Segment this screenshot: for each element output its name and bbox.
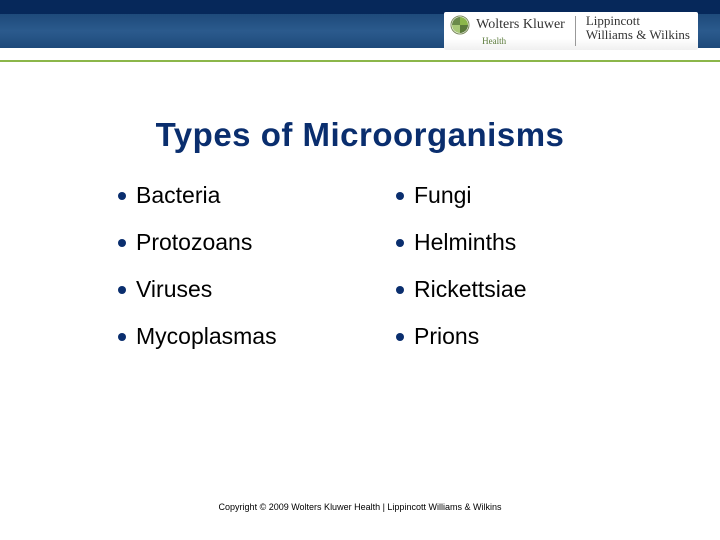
bullet-icon <box>396 333 404 341</box>
bullet-icon <box>396 239 404 247</box>
item-label: Mycoplasmas <box>136 323 277 350</box>
header: Wolters Kluwer Health Lippincott William… <box>0 0 720 62</box>
list-item: Rickettsiae <box>396 276 656 303</box>
brand-name-secondary-bottom: Williams & Wilkins <box>586 28 690 42</box>
item-label: Prions <box>414 323 479 350</box>
bullet-icon <box>118 286 126 294</box>
brand-name-primary: Wolters Kluwer <box>476 17 565 32</box>
brand-subtitle: Health <box>482 36 506 46</box>
header-mid-bar: Wolters Kluwer Health Lippincott William… <box>0 14 720 48</box>
brand-name-secondary-top: Lippincott <box>586 14 690 28</box>
item-label: Viruses <box>136 276 212 303</box>
copyright-footer: Copyright © 2009 Wolters Kluwer Health |… <box>0 502 720 512</box>
bullet-icon <box>396 192 404 200</box>
left-column: Bacteria Protozoans Viruses Mycoplasmas <box>118 182 396 350</box>
bullet-icon <box>118 333 126 341</box>
bullet-icon <box>118 192 126 200</box>
list-item: Prions <box>396 323 656 350</box>
item-label: Helminths <box>414 229 516 256</box>
item-label: Rickettsiae <box>414 276 526 303</box>
bullet-icon <box>396 286 404 294</box>
wolters-kluwer-logo-icon <box>450 15 470 35</box>
list-item: Viruses <box>118 276 396 303</box>
right-column: Fungi Helminths Rickettsiae Prions <box>396 182 656 350</box>
item-label: Protozoans <box>136 229 252 256</box>
list-item: Bacteria <box>118 182 396 209</box>
brand-divider <box>575 16 576 46</box>
item-label: Bacteria <box>136 182 220 209</box>
bullet-icon <box>118 239 126 247</box>
content-area: Bacteria Protozoans Viruses Mycoplasmas … <box>0 182 720 350</box>
list-item: Protozoans <box>118 229 396 256</box>
brand-left: Wolters Kluwer Health <box>450 14 575 46</box>
list-item: Fungi <box>396 182 656 209</box>
item-label: Fungi <box>414 182 472 209</box>
header-accent-line <box>0 48 720 62</box>
brand-right: Lippincott Williams & Wilkins <box>586 14 690 41</box>
list-item: Helminths <box>396 229 656 256</box>
brand-block: Wolters Kluwer Health Lippincott William… <box>444 12 698 50</box>
slide-title: Types of Microorganisms <box>0 116 720 154</box>
list-item: Mycoplasmas <box>118 323 396 350</box>
